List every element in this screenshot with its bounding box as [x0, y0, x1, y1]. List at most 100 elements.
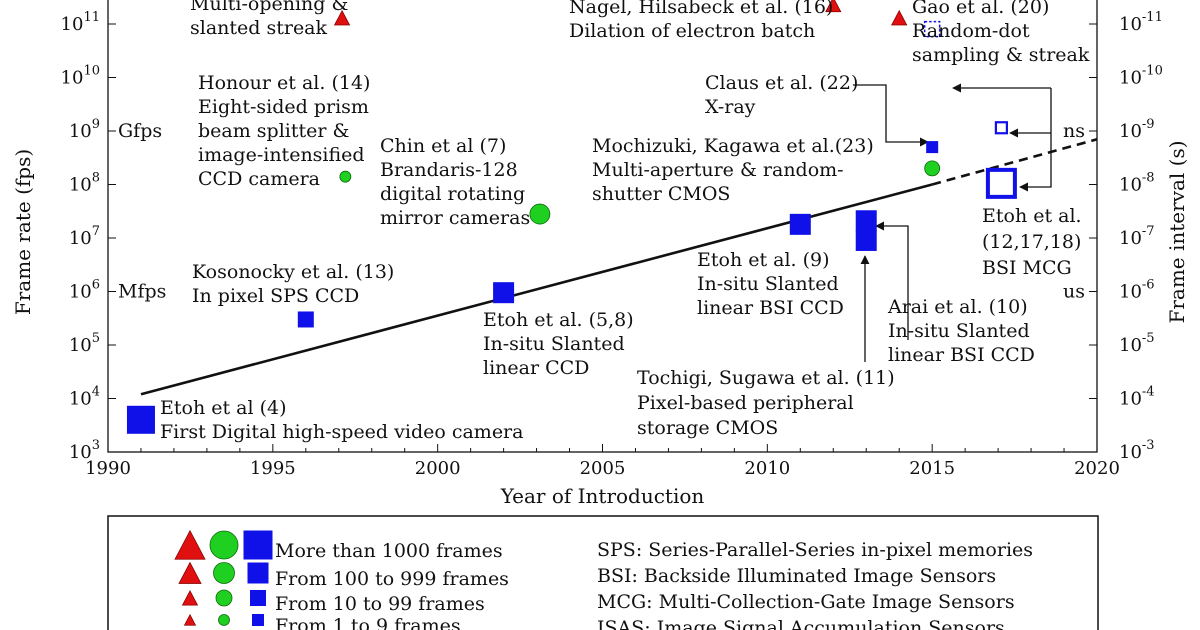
y-tick-label: 107 [69, 224, 100, 249]
annotation-line: Etoh et al. (5,8) [483, 309, 634, 331]
annotation-line: Etoh et al. (9) [697, 249, 830, 271]
plot-frame [107, 0, 1098, 453]
square-marker [923, 20, 941, 38]
annotation-line: image-intensified [198, 144, 365, 166]
annotation: Etoh et al (4)First Digital high-speed v… [160, 397, 523, 443]
y-tick-label: 109 [69, 117, 100, 142]
legend-row-label: From 1 to 9 frames [275, 615, 461, 630]
annotation-line: Nagel, Hilsabeck et al. (16) [569, 0, 833, 18]
square-marker [126, 405, 155, 434]
annotation-arrow [853, 84, 929, 147]
square-marker [855, 210, 877, 232]
y-right-tick-label: 10-11 [1119, 10, 1163, 35]
annotation-line: Random-dot [912, 20, 1030, 42]
annotation-line: slanted streak [190, 17, 328, 39]
unit-label: us [1063, 281, 1085, 303]
annotation-line: Multi-opening & [190, 0, 348, 15]
legend-circle [215, 589, 233, 607]
legend-triangle [181, 590, 199, 606]
annotation-line: Etoh et al. [982, 205, 1082, 227]
y-tick-label: 105 [69, 331, 100, 356]
y-right-tick-label: 10-8 [1119, 171, 1155, 196]
annotation-line: storage CMOS [637, 417, 778, 439]
annotation-line: Etoh et al (4) [160, 397, 287, 419]
legend-note: MCG: Multi-Collection-Gate Image Sensors [597, 591, 1015, 613]
annotation-line: First Digital high-speed video camera [160, 421, 523, 443]
y-right-tick-label: 10-9 [1119, 117, 1155, 142]
square-marker [297, 311, 314, 328]
annotation-line: In-situ Slanted [483, 333, 625, 355]
square-marker [985, 167, 1017, 199]
y-tick-label: 106 [69, 278, 100, 303]
annotation: Etoh et al. (12,17,18) BSI MCG [982, 205, 1082, 279]
x-axis-title: Year of Introduction [500, 484, 705, 508]
y-axis-title: Frame rate (fps) [11, 149, 35, 315]
y-right-tick-label: 10-4 [1119, 385, 1155, 410]
annotation-line: In pixel SPS CCD [192, 285, 359, 307]
annotation-line: Kosonocky et al. (13) [192, 261, 394, 283]
y-tick-label: 103 [69, 438, 100, 463]
square-marker [926, 141, 939, 154]
annotation: Honour et al. (14)Eight-sided prismbeam … [198, 72, 370, 190]
annotation: Kosonocky et al. (13)In pixel SPS CCD [192, 261, 394, 307]
legend-note: ISAS: Image Signal Accumulation Sensors [597, 617, 1005, 630]
annotation-line: CCD camera [198, 168, 320, 190]
annotation-line: Arai et al. (10) [887, 296, 1028, 318]
annotation-line: X-ray [705, 96, 756, 118]
legend-triangle [174, 529, 206, 560]
annotation-line: Dilation of electron batch [569, 20, 815, 42]
unit-label: Mfps [118, 281, 166, 303]
legend-note: BSI: Backside Illuminated Image Sensors [597, 565, 996, 587]
legend-square [252, 614, 264, 626]
unit-label: Gfps [118, 120, 162, 142]
annotation-arrow [875, 221, 909, 340]
x-tick-label: 2020 [1074, 458, 1120, 479]
y-right-tick-label: 10-3 [1119, 438, 1155, 463]
legend-circle [213, 562, 235, 584]
legend: More than 1000 frames From 100 to 999 fra… [107, 515, 1099, 630]
y-right-tick-label: 10-6 [1119, 278, 1155, 303]
legend-triangle [183, 613, 197, 626]
annotation-line: Eight-sided prism [198, 96, 369, 118]
legend-triangle [178, 561, 202, 584]
x-tick-label: 1990 [85, 458, 131, 479]
annotation-line: In-situ Slanted [888, 320, 1030, 342]
annotation-line: shutter CMOS [592, 183, 730, 205]
legend-row-label: More than 1000 frames [275, 540, 503, 562]
annotation-line: Pixel-based peripheral [637, 392, 854, 414]
axis-labels: Year of Introduction Frame rate (fps) Fram… [11, 140, 1189, 508]
y-tick-label: 104 [69, 385, 100, 410]
circle-marker [339, 170, 352, 183]
y-tick-label: 1011 [61, 10, 100, 35]
triangle-marker [825, 0, 842, 13]
annotations: Multi-opening & slanted streak Nagel, Hils… [160, 0, 1090, 443]
annotation-line: sampling & streak [912, 44, 1090, 66]
legend-note: SPS: Series-Parallel-Series in-pixel mem… [597, 539, 1033, 561]
x-tick-label: 2010 [744, 458, 790, 479]
annotation-arrows [853, 83, 1052, 362]
circle-marker [529, 203, 551, 225]
annotation-line: In-situ Slanted [697, 273, 839, 295]
plot-border [107, 0, 1098, 453]
y-tick-label: 108 [69, 171, 100, 196]
annotation-line: Gao et al. (20) [912, 0, 1049, 18]
legend-circle [218, 614, 230, 626]
annotation-line: digital rotating [380, 183, 525, 205]
x-tick-label: 1995 [250, 458, 296, 479]
annotation-line: Claus et al. (22) [705, 72, 858, 94]
annotation-line: Honour et al. (14) [198, 72, 370, 94]
legend-row-label: From 10 to 99 frames [275, 593, 485, 615]
legend-square [247, 562, 269, 584]
legend-circle [209, 530, 239, 560]
legend-square [250, 590, 266, 606]
annotation-arrow [1019, 88, 1052, 192]
annotation: Tochigi, Sugawa et al. (11) Pixel-based p… [637, 367, 895, 439]
annotation-line: Tochigi, Sugawa et al. (11) [637, 367, 895, 389]
y-right-axis-title: Frame interval (s) [1165, 140, 1189, 323]
annotation-line: Brandaris-128 [380, 159, 518, 181]
annotation: Claus et al. (22)X-ray [705, 72, 858, 118]
